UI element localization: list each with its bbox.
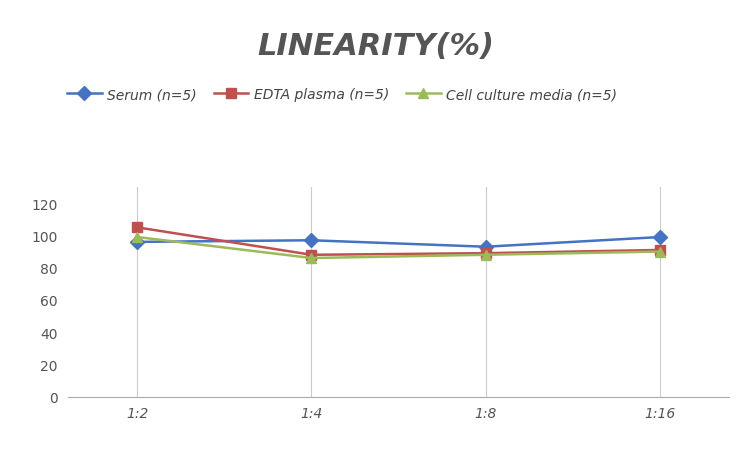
Serum (n=5) (655, 235, 664, 240)
Cell culture media (n=5) (481, 253, 490, 258)
Line: Cell culture media (n=5): Cell culture media (n=5) (132, 233, 665, 263)
Cell culture media (n=5) (307, 256, 316, 261)
EDTA plasma (n=5) (655, 248, 664, 253)
EDTA plasma (n=5) (133, 225, 142, 230)
Serum (n=5) (307, 238, 316, 244)
Serum (n=5) (133, 239, 142, 245)
EDTA plasma (n=5) (481, 251, 490, 256)
Cell culture media (n=5) (133, 235, 142, 240)
Serum (n=5) (481, 244, 490, 250)
Legend: Serum (n=5), EDTA plasma (n=5), Cell culture media (n=5): Serum (n=5), EDTA plasma (n=5), Cell cul… (67, 88, 617, 102)
Text: LINEARITY(%): LINEARITY(%) (257, 32, 495, 60)
Line: Serum (n=5): Serum (n=5) (132, 233, 665, 252)
Line: EDTA plasma (n=5): EDTA plasma (n=5) (132, 223, 665, 260)
EDTA plasma (n=5) (307, 253, 316, 258)
Cell culture media (n=5) (655, 249, 664, 255)
